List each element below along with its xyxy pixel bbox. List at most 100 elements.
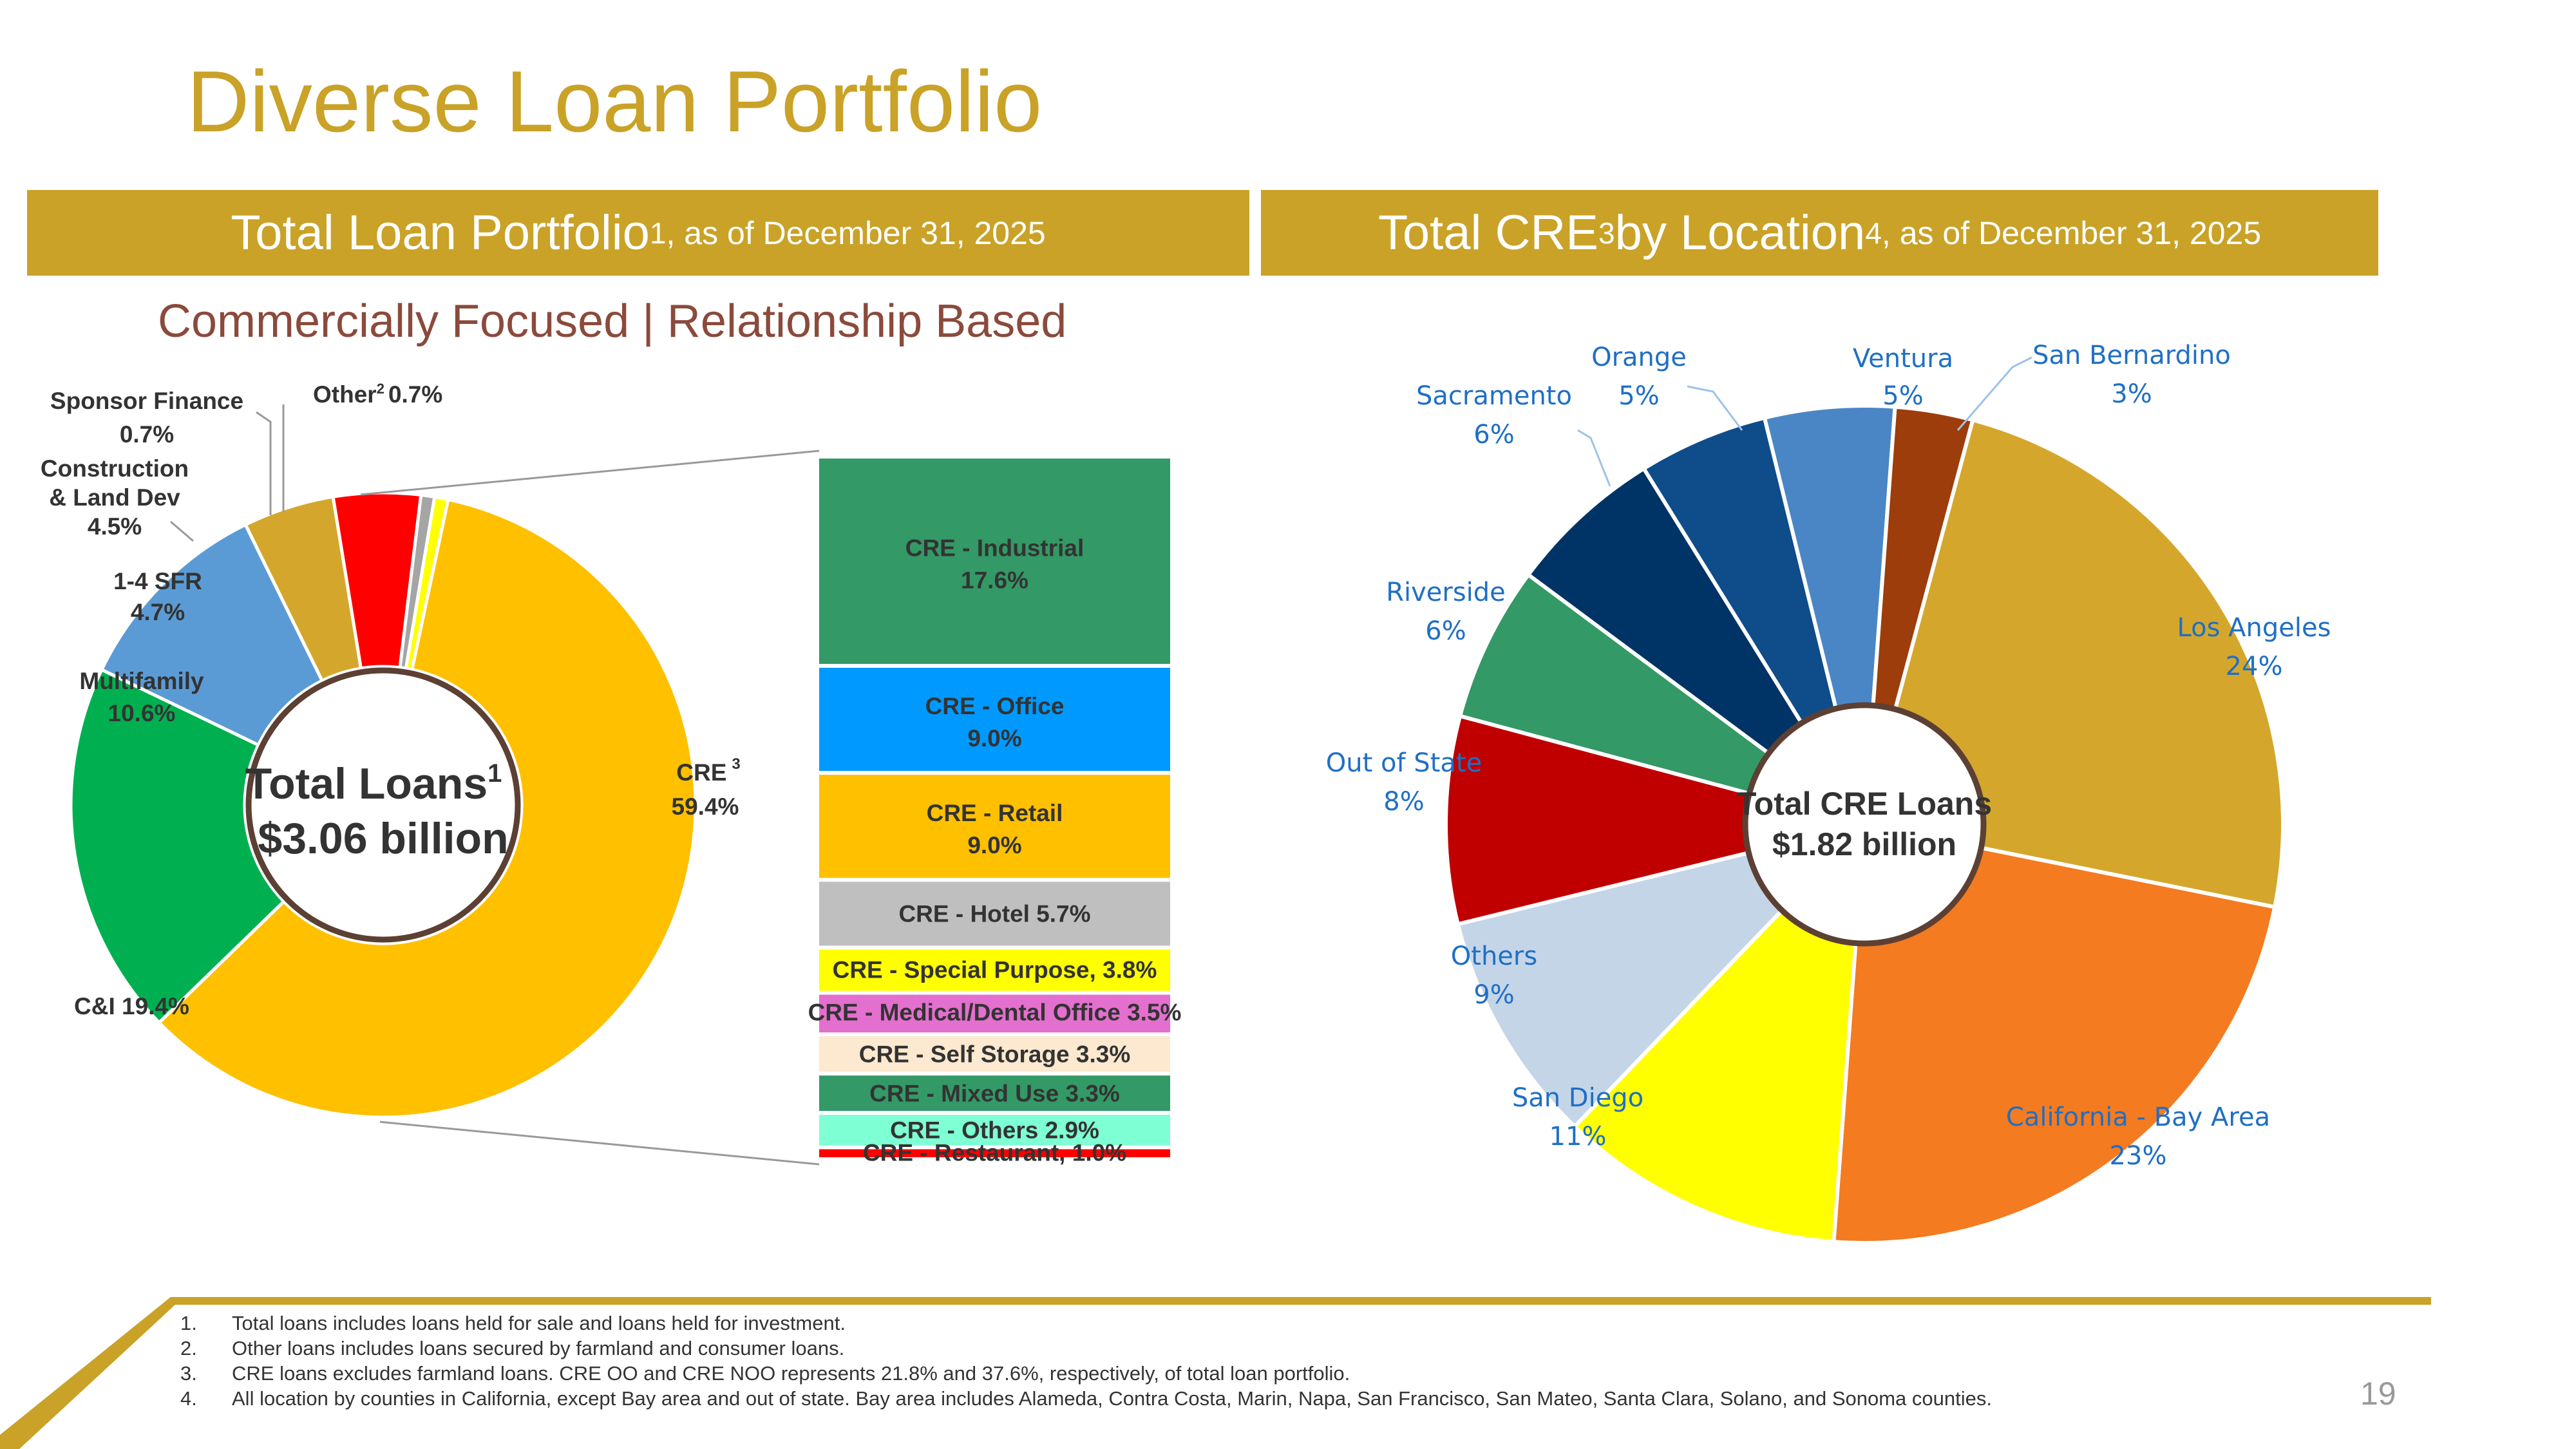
bar-value-cre-industrial: 17.6% — [961, 567, 1028, 593]
bar-label-cre-restaurant-1-0: CRE - Restaurant, 1.0% — [863, 1140, 1126, 1166]
bar-segment-cre-special-purpose-3-8 — [819, 949, 1170, 991]
label-multifamily-value: 10.6% — [108, 700, 176, 726]
bar-segment-cre-self-storage-3-3 — [819, 1036, 1170, 1072]
donut-slice-multifamily — [99, 522, 325, 748]
leader-orange — [1687, 385, 1743, 431]
bar-label-cre-industrial: CRE - Industrial — [905, 535, 1084, 561]
label-other-sup: 2 — [377, 381, 384, 397]
bar-label-cre-medical-dental-office-3-5: CRE - Medical/Dental Office 3.5% — [808, 999, 1182, 1025]
bar-label-cre-office: CRE - Office — [925, 693, 1065, 719]
pie-slice-california-bay-area — [1832, 822, 2277, 1245]
label-sfr-value: 4.7% — [131, 599, 185, 625]
pie-label-orange: Orange — [1591, 343, 1687, 372]
label-other-value: 0.7% — [388, 381, 442, 408]
leader-construction — [170, 520, 194, 542]
footnote-1: 1. Total loans includes loans held for sa… — [180, 1312, 846, 1334]
left-banner: Total Loan Portfolio 1, as of December 31… — [27, 190, 1249, 276]
footnote-3: 3. CRE loans excludes farmland loans. CRE… — [180, 1362, 1350, 1385]
label-cre-value: 59.4% — [672, 793, 739, 820]
page-number: 19 — [2360, 1376, 2396, 1412]
pie-center-title: Total CRE Loans — [1737, 786, 1992, 822]
pie-center-value: $1.82 billion — [1772, 826, 1956, 862]
label-sponsor-finance: Sponsor Finance — [50, 388, 243, 414]
right-banner-title-2: by Location — [1615, 205, 1866, 260]
pie-label-sacramento: Sacramento — [1416, 381, 1572, 411]
pie-label-california-bay-area: California - Bay Area — [2006, 1103, 2270, 1132]
pie-label-san-diego: San Diego — [1512, 1083, 1643, 1113]
pie-value-out-of-state: 8% — [1383, 787, 1424, 817]
donut-center-value: $3.06 billion — [258, 814, 508, 863]
pie-slice-san-diego — [1571, 819, 1867, 1244]
label-construction-2: & Land Dev — [49, 484, 180, 511]
bar-segment-cre-restaurant-1-0 — [819, 1149, 1170, 1157]
donut-slice-other — [404, 495, 450, 672]
pie-label-others: Others — [1451, 942, 1537, 971]
leader-sponsor — [256, 411, 272, 515]
left-banner-date: , as of December 31, 2025 — [666, 214, 1046, 251]
loan-portfolio-donut: Total Loans1 $3.06 billion CRE 3 59.4% C&I 19… — [41, 381, 741, 1119]
bar-segment-cre-others-2-9 — [819, 1115, 1170, 1146]
pie-value-los-angeles: 24% — [2226, 652, 2283, 681]
footnote-4: 4. All location by counties in California… — [180, 1387, 1992, 1410]
pie-value-ventura: 5% — [1882, 381, 1923, 411]
bar-segment-cre-office — [819, 667, 1170, 772]
label-multifamily: Multifamily — [79, 668, 204, 694]
bar-value-cre-office: 9.0% — [967, 725, 1021, 752]
pie-label-los-angeles: Los Angeles — [2177, 613, 2331, 643]
pie-value-riverside: 6% — [1425, 616, 1466, 646]
bar-segment-cre-hotel-5-7 — [819, 882, 1170, 946]
pie-label-riverside: Riverside — [1386, 578, 1506, 607]
right-banner-date: , as of December 31, 2025 — [1881, 214, 2262, 251]
footnote-2: 2. Other loans includes loans secured by … — [180, 1337, 845, 1359]
pie-slice-out-of-state — [1444, 714, 1865, 927]
cre-location-pie: Total CRE Loans $1.82 billion Los Angeles 2… — [1326, 341, 2331, 1245]
connector-bottom — [379, 1121, 820, 1166]
label-cre-sup: 3 — [732, 755, 740, 773]
label-construction-value: 4.5% — [88, 513, 142, 540]
right-banner: Total CRE 3 by Location 4, as of December… — [1261, 190, 2378, 276]
leader-sacramento — [1577, 429, 1611, 487]
right-banner-sup-3: 3 — [1598, 216, 1615, 250]
bar-segment-cre-medical-dental-office-3-5 — [819, 994, 1170, 1033]
label-cre: CRE 3 — [676, 755, 740, 786]
pie-label-out-of-state: Out of State — [1326, 748, 1482, 778]
footnotes: 1. Total loans includes loans held for sa… — [180, 1311, 2254, 1411]
label-sponsor-finance-value: 0.7% — [120, 421, 174, 448]
donut-slice-c-i — [69, 667, 287, 1025]
label-construction: Construction — [41, 455, 189, 482]
pie-value-california-bay-area: 23% — [2110, 1141, 2167, 1171]
bar-label-cre-special-purpose-3-8: CRE - Special Purpose, 3.8% — [833, 956, 1157, 983]
connector-top — [360, 450, 820, 496]
corner-accent — [0, 1297, 175, 1449]
bar-segment-cre-industrial — [819, 459, 1170, 664]
bar-label-cre-mixed-use-3-3: CRE - Mixed Use 3.3% — [869, 1080, 1120, 1106]
label-other: Other2 0.7% — [313, 381, 442, 408]
pie-value-san-bernardino: 3% — [2111, 379, 2152, 409]
pie-value-others: 9% — [1473, 980, 1514, 1010]
pie-value-orange: 5% — [1618, 381, 1659, 411]
left-banner-sup: 1 — [649, 216, 667, 250]
donut-center — [245, 667, 521, 943]
leader-san-bernardino — [1956, 356, 2032, 431]
bar-label-cre-retail: CRE - Retail — [927, 800, 1063, 826]
left-banner-title: Total Loan Portfolio — [231, 205, 650, 260]
bar-label-cre-self-storage-3-3: CRE - Self Storage 3.3% — [859, 1041, 1131, 1068]
donut-center-sup: 1 — [488, 759, 502, 788]
label-sfr: 1-4 SFR — [113, 568, 202, 594]
pie-label-san-bernardino: San Bernardino — [2032, 341, 2231, 370]
right-banner-title: Total CRE — [1378, 205, 1598, 260]
pie-value-san-diego: 11% — [1549, 1122, 1607, 1151]
donut-slice-cre — [156, 497, 697, 1119]
donut-center-title: Total Loans1 — [245, 759, 502, 808]
bar-label-cre-others-2-9: CRE - Others 2.9% — [890, 1117, 1099, 1144]
bar-segment-cre-mixed-use-3-3 — [819, 1075, 1170, 1112]
right-banner-sup-4: 4 — [1865, 216, 1882, 250]
page-title: Diverse Loan Portfolio — [187, 53, 1043, 150]
bar-label-cre-hotel-5-7: CRE - Hotel 5.7% — [898, 901, 1090, 927]
pie-center — [1742, 702, 1987, 947]
bar-segment-cre-retail — [819, 775, 1170, 878]
subtitle: Commercially Focused | Relationship Base… — [158, 296, 1067, 347]
bar-value-cre-retail: 9.0% — [967, 832, 1021, 858]
label-ci: C&I 19.4% — [74, 993, 189, 1019]
